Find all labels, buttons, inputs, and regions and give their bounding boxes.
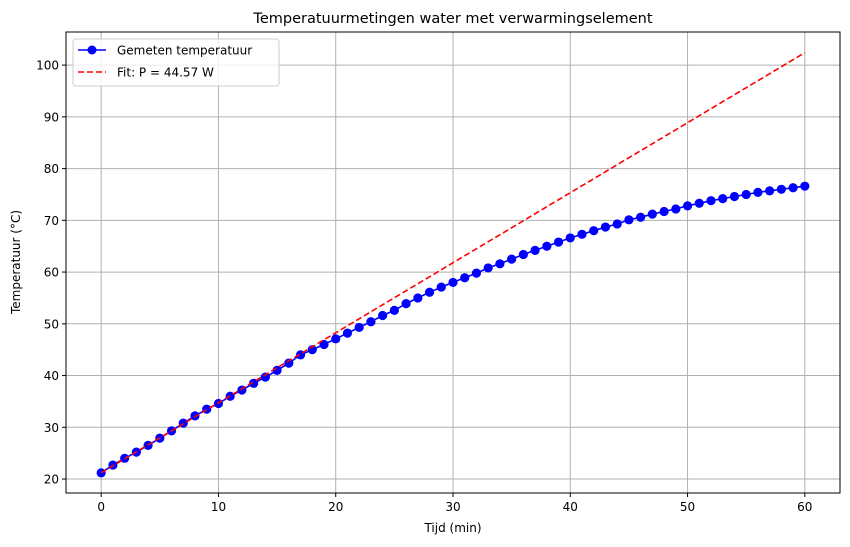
data-point (788, 183, 798, 193)
x-tick-label: 0 (97, 500, 105, 514)
x-tick-label: 20 (328, 500, 343, 514)
y-tick-label: 40 (44, 369, 59, 383)
x-tick-label: 40 (563, 500, 578, 514)
data-point (460, 273, 470, 283)
data-point (331, 334, 341, 344)
y-tick-label: 70 (44, 214, 59, 228)
data-point (378, 310, 388, 321)
series-fit-line (100, 52, 806, 474)
data-point (565, 233, 575, 243)
x-tick-label: 60 (797, 500, 812, 514)
data-point (471, 268, 482, 278)
data-point (659, 206, 669, 217)
y-axis-ticks: 20 30 40 50 60 70 80 90 100 (36, 59, 66, 487)
data-point (342, 328, 353, 338)
y-tick-label: 50 (44, 317, 59, 331)
y-tick-label: 20 (44, 473, 59, 487)
data-point (741, 189, 751, 200)
data-point (424, 287, 435, 297)
y-axis-label: Temperatuur (°C) (9, 210, 23, 315)
data-point (401, 299, 411, 309)
x-tick-label: 50 (680, 500, 695, 514)
data-point (589, 226, 599, 236)
data-point (366, 317, 376, 327)
data-point (776, 184, 786, 194)
data-point (577, 229, 587, 239)
data-point (729, 191, 740, 202)
data-point (96, 468, 106, 478)
data-point (718, 194, 728, 204)
y-tick-label: 100 (36, 59, 59, 73)
data-point (542, 241, 552, 251)
chart-title: Temperatuurmetingen water met verwarming… (252, 11, 652, 27)
data-point (495, 259, 505, 269)
data-point (413, 293, 423, 303)
data-point (272, 365, 282, 375)
legend-label-fit: Fit: P = 44.57 W (117, 66, 214, 80)
data-point (284, 358, 294, 368)
data-point (530, 245, 540, 255)
data-point (260, 372, 270, 382)
x-tick-label: 10 (211, 500, 226, 514)
data-point (706, 196, 716, 206)
data-point (671, 204, 681, 214)
y-tick-label: 90 (44, 110, 59, 124)
x-axis-label: Tijd (min) (423, 521, 481, 535)
data-point (483, 263, 493, 273)
data-point (600, 222, 611, 232)
data-point (389, 305, 399, 315)
grid-lines (66, 32, 840, 493)
data-point (354, 322, 364, 333)
y-tick-label: 60 (44, 266, 59, 280)
x-axis-ticks: 0 10 20 30 40 50 60 (97, 493, 812, 514)
legend: Gemeten temperatuur Fit: P = 44.57 W (72, 38, 280, 87)
data-point (507, 254, 517, 264)
data-point (800, 181, 810, 191)
x-tick-label: 30 (445, 500, 460, 514)
data-point (765, 186, 775, 196)
data-point (682, 201, 693, 211)
data-point (319, 339, 329, 350)
data-point (636, 212, 646, 222)
data-point (753, 187, 763, 197)
data-point (436, 282, 446, 292)
legend-label-measured: Gemeten temperatuur (117, 44, 252, 58)
data-point (647, 209, 657, 219)
legend-marker-measured (87, 45, 97, 55)
data-point (624, 215, 634, 225)
data-point (694, 198, 704, 208)
data-point (448, 277, 458, 288)
data-point (553, 237, 564, 247)
plot-series (96, 52, 810, 478)
y-tick-label: 80 (44, 162, 59, 176)
data-point (612, 219, 622, 229)
y-tick-label: 30 (44, 421, 59, 435)
data-point (518, 249, 528, 260)
data-point (249, 378, 259, 388)
